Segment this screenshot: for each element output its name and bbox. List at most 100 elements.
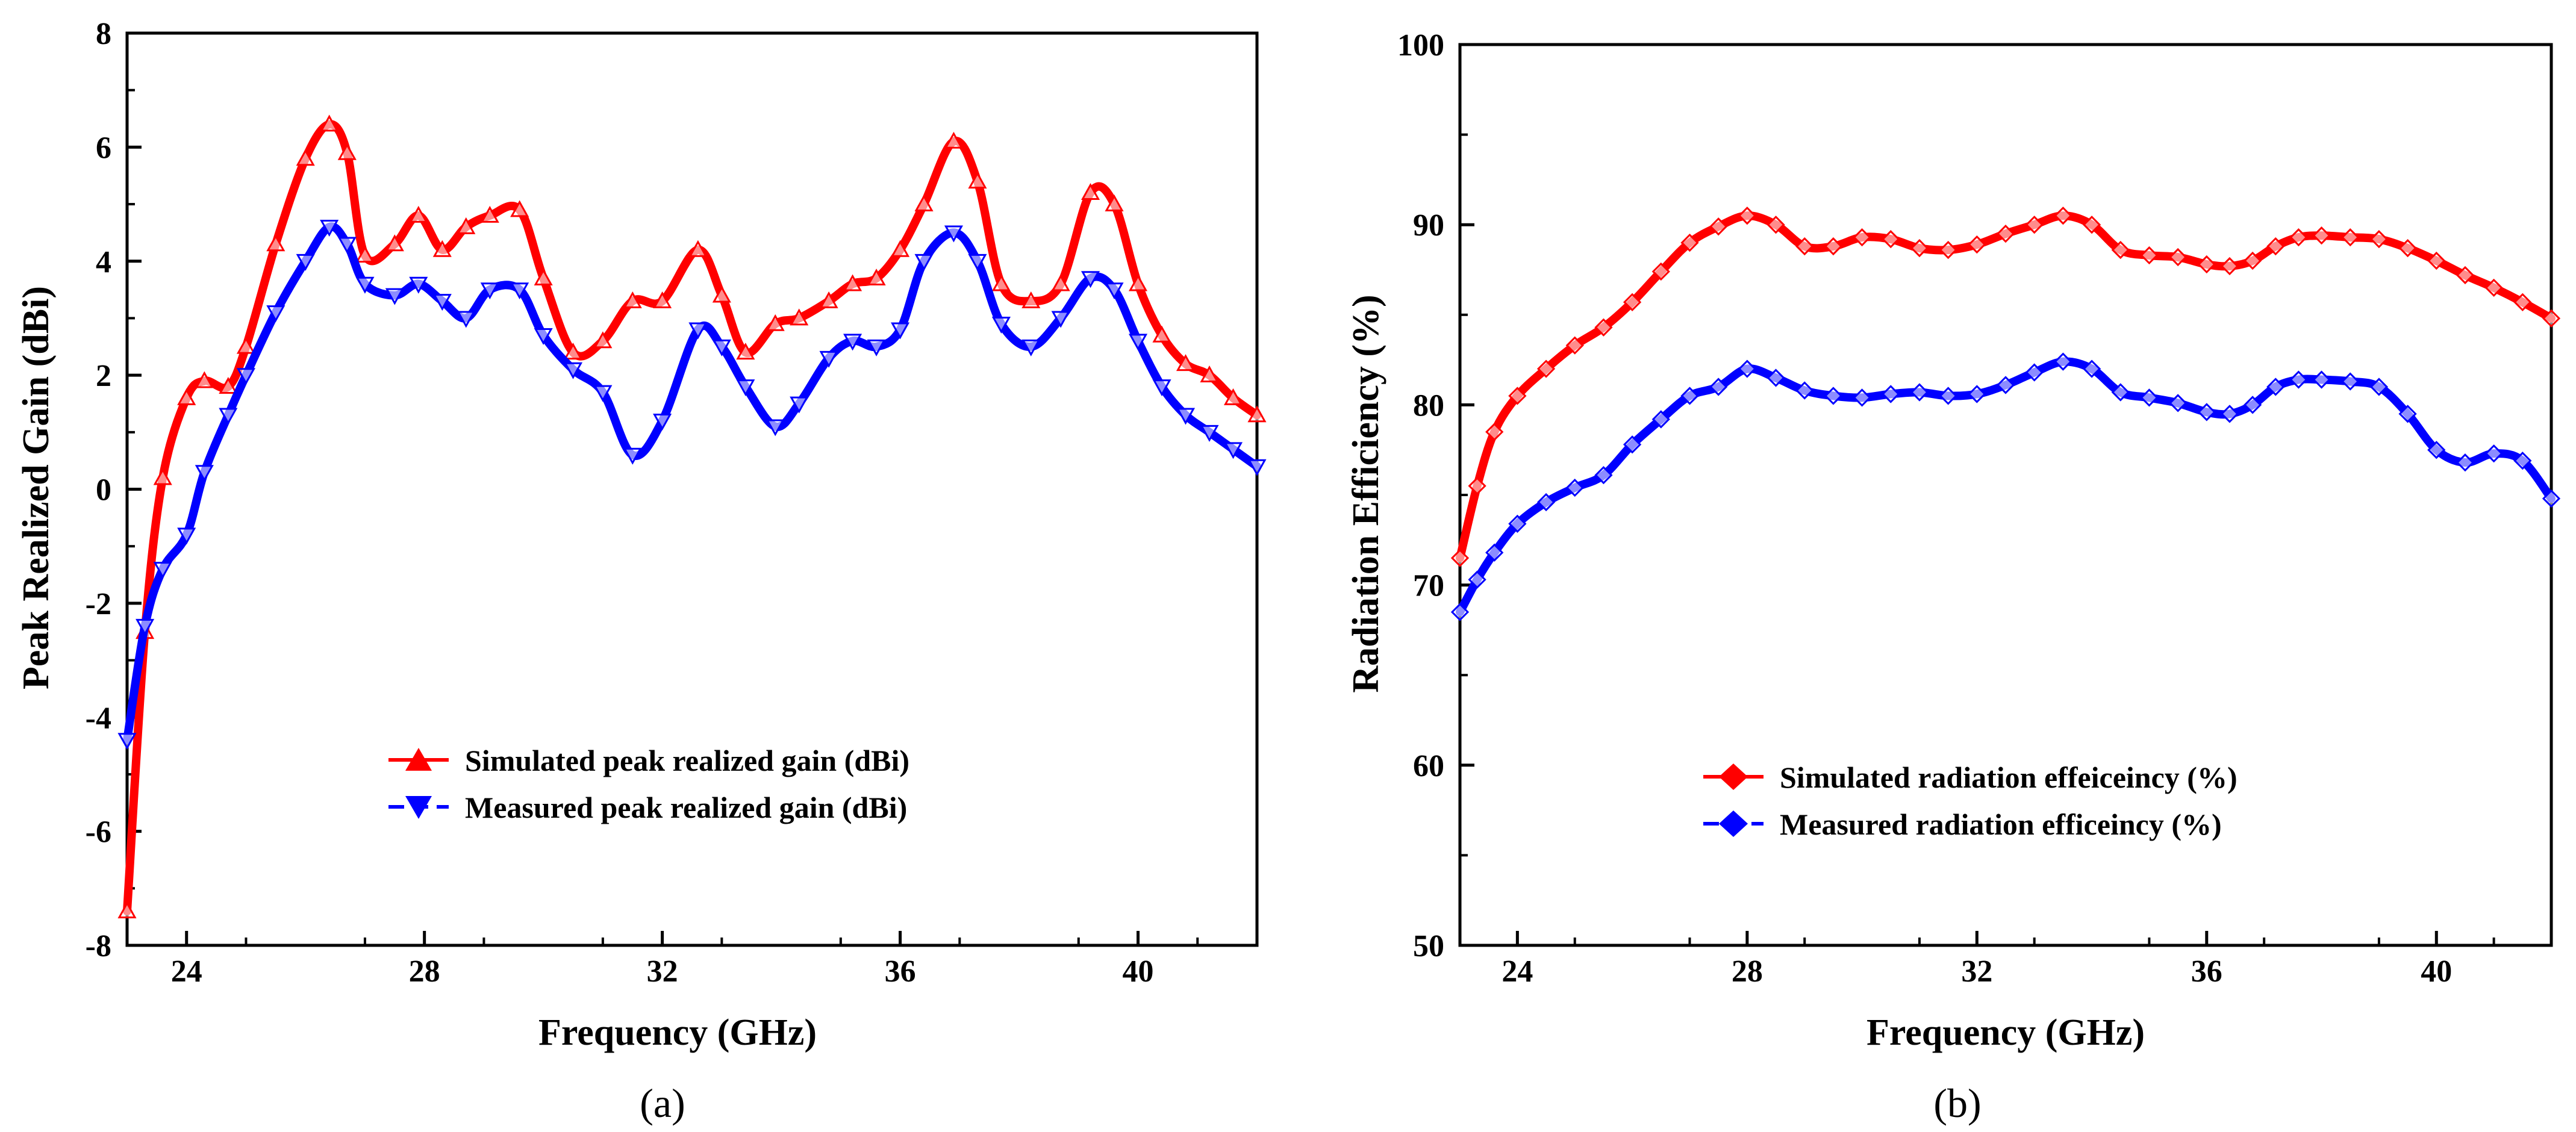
- data-point: [2197, 403, 2216, 421]
- data-point: [2243, 251, 2262, 270]
- data-point: [2312, 226, 2331, 245]
- x-axis: 24 28 32 36 40: [1459, 931, 2495, 989]
- data-point: [1200, 424, 1219, 442]
- data-point: [219, 376, 238, 394]
- data-point: [563, 362, 583, 379]
- data-point: [337, 237, 357, 254]
- data-point: [1968, 235, 1986, 254]
- data-point: [480, 282, 499, 300]
- data-point: [1680, 233, 1699, 252]
- legend: Simulated radiation effeiceincy (%) Meas…: [1703, 760, 2238, 841]
- data-point: [790, 396, 809, 414]
- data-point: [2054, 207, 2072, 225]
- data-point: [510, 200, 529, 217]
- y-tick-label-6: 6: [96, 131, 111, 165]
- legend-item-simulated: Simulated radiation effeiceincy (%): [1703, 760, 2238, 794]
- data-point: [2168, 247, 2188, 267]
- y-tick-label-4: 4: [96, 245, 111, 279]
- data-point: [385, 288, 404, 305]
- data-point: [712, 285, 731, 303]
- data-point: [1508, 514, 1527, 533]
- data-point: [153, 562, 172, 579]
- data-point: [1623, 293, 1642, 311]
- data-point: [117, 733, 137, 750]
- data-point: [2513, 452, 2532, 470]
- y-tick-label-4: -4: [86, 701, 111, 735]
- data-point: [1536, 493, 1556, 512]
- data-point: [1968, 385, 1986, 403]
- data-point: [991, 274, 1011, 291]
- data-point: [1910, 383, 1929, 402]
- y-tick-label-80: 80: [1413, 388, 1444, 423]
- y-tick-label-0: 0: [96, 473, 111, 508]
- y-tick-label-90: 90: [1413, 208, 1444, 243]
- data-point: [2341, 228, 2360, 247]
- y-tick-label-50: 50: [1413, 929, 1444, 963]
- data-point: [843, 334, 862, 351]
- y-axis-title: Peak Realized Gain (dBi): [16, 286, 57, 689]
- data-point: [1939, 387, 1957, 405]
- data-point: [1176, 408, 1196, 425]
- data-point: [2456, 266, 2475, 285]
- legend-swatch-marker: [405, 796, 432, 819]
- data-point: [2427, 441, 2446, 459]
- x-tick-label-28: 28: [1732, 954, 1763, 989]
- data-point: [736, 343, 755, 360]
- data-point: [2289, 370, 2308, 389]
- data-point: [1021, 339, 1041, 356]
- data-point: [1176, 354, 1196, 372]
- data-point: [1767, 369, 1785, 387]
- data-point: [355, 276, 375, 294]
- data-point: [593, 385, 613, 402]
- data-point: [593, 331, 613, 349]
- y-tick-label-8: -8: [86, 929, 111, 963]
- data-point: [914, 253, 934, 271]
- data-point: [2513, 293, 2532, 311]
- data-point: [1853, 228, 1871, 247]
- data-point: [1152, 325, 1171, 343]
- data-point: [653, 413, 672, 431]
- data-point: [1738, 207, 1756, 225]
- data-point: [2369, 230, 2389, 249]
- data-point: [2369, 378, 2389, 396]
- panel-label-a: (a): [640, 1080, 685, 1126]
- data-point: [1128, 274, 1148, 291]
- chart-panel-b: 24 28 32 36 40 50 60 70 80 90 100 Frequency (GHz)…: [1346, 28, 2561, 1126]
- data-point: [1680, 387, 1699, 405]
- legend-item-measured: Measured peak realized gain (dBi): [388, 791, 907, 824]
- data-point: [2025, 216, 2044, 234]
- data-point: [623, 447, 642, 465]
- x-axis: 24 28 32 36 40: [126, 931, 1199, 989]
- data-point: [153, 468, 172, 485]
- data-point: [2542, 489, 2561, 508]
- data-point: [1051, 274, 1070, 291]
- data-point: [1536, 359, 1556, 378]
- y-tick-label-2: 2: [96, 359, 111, 393]
- data-point: [1882, 385, 1900, 403]
- data-point: [944, 131, 963, 149]
- data-point: [320, 220, 339, 237]
- data-point: [2427, 251, 2446, 270]
- data-point: [819, 350, 838, 368]
- data-point: [2266, 378, 2285, 396]
- y-tick-label-2: -2: [86, 587, 111, 621]
- data-point: [2243, 396, 2262, 414]
- data-point: [1200, 365, 1219, 383]
- data-point: [944, 225, 963, 243]
- data-point: [1651, 262, 1670, 281]
- y-tick-label-100: 100: [1397, 28, 1444, 63]
- x-tick-label-36: 36: [885, 954, 916, 989]
- data-point: [891, 240, 910, 257]
- data-point: [136, 618, 155, 636]
- data-point: [688, 240, 708, 257]
- data-point: [819, 291, 838, 308]
- data-point: [1709, 217, 1728, 236]
- data-point: [2312, 370, 2331, 389]
- data-point: [1882, 230, 1900, 249]
- data-point: [534, 328, 553, 345]
- data-point: [1468, 476, 1486, 496]
- data-point: [236, 368, 256, 385]
- data-point: [337, 143, 357, 160]
